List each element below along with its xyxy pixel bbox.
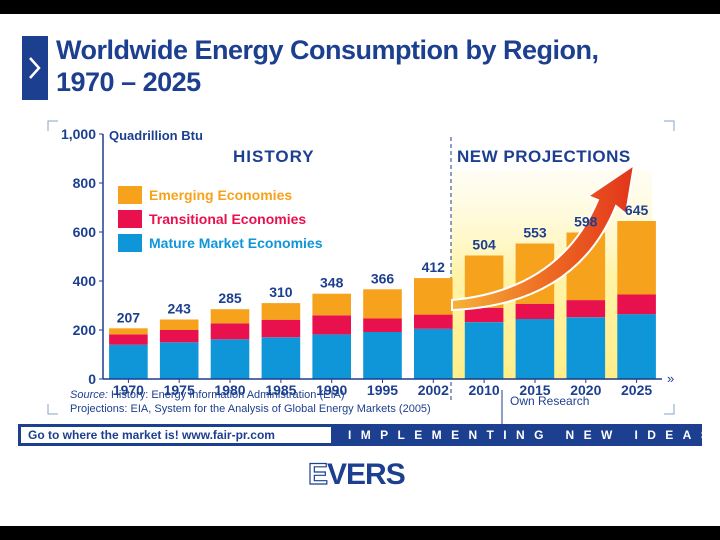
total-label: 310	[269, 284, 293, 300]
bar-segment	[159, 342, 199, 380]
x-tick-label: 2010	[469, 382, 500, 398]
bar-segment	[617, 314, 656, 379]
title-line-2: 1970 – 2025	[56, 67, 201, 97]
bar-segment	[464, 322, 504, 379]
footer-website[interactable]: Go to where the market is! www.fair-pr.c…	[21, 427, 331, 443]
y-tick-label: 400	[73, 273, 97, 289]
bar-segment	[210, 323, 250, 340]
bar-segment	[312, 334, 351, 379]
source-history: History: Energy Information Administrati…	[107, 389, 345, 401]
bar-segment	[617, 294, 656, 315]
bar-segment	[414, 278, 453, 315]
total-label: 207	[117, 309, 141, 325]
bar-segment	[109, 328, 148, 335]
bar-segment	[363, 318, 402, 332]
bar-segment	[261, 303, 301, 320]
source-projections: Projections: EIA, System for the Analysi…	[70, 403, 431, 415]
total-label: 412	[422, 259, 446, 275]
bar-segment	[261, 337, 301, 379]
y-axis-label: Quadrillion Btu	[109, 128, 203, 143]
title-marker	[22, 36, 48, 100]
bar-segment	[515, 319, 555, 379]
bar-segment	[566, 317, 606, 379]
bar-segment	[261, 319, 301, 338]
footer-slogan: IMPLEMENTING NEW IDEAS	[348, 428, 719, 442]
own-research-label: Own Research	[510, 394, 590, 408]
x-tick-label: 1970	[113, 382, 144, 398]
y-tick-label: 600	[73, 224, 97, 240]
corner-brackets	[47, 120, 675, 415]
legend-swatch	[118, 234, 142, 252]
page-title: Worldwide Energy Consumption by Region, …	[56, 34, 599, 98]
bar-segment	[159, 319, 199, 330]
bar-segment	[210, 339, 250, 379]
bar-segment	[566, 300, 606, 318]
bar-segment	[312, 315, 351, 335]
logo-e: E	[307, 457, 328, 491]
total-label: 598	[574, 214, 598, 230]
y-tick-label: 800	[73, 175, 97, 191]
total-label: 348	[320, 275, 344, 291]
legend-label: Emerging Economies	[149, 187, 292, 203]
x-tick-label: 1975	[164, 382, 195, 398]
axis-arrow-icon: »	[667, 371, 674, 386]
bar-segment	[464, 307, 504, 323]
source-note: Source: History: Energy Information Admi…	[70, 388, 431, 416]
bar-segment	[159, 330, 199, 343]
y-tick-label: 0	[88, 371, 96, 387]
total-label: 285	[218, 290, 242, 306]
legend-label: Transitional Economies	[149, 211, 306, 227]
chevron-right-icon	[29, 57, 41, 79]
bar-segment	[109, 334, 148, 345]
logo-rest: VERS	[327, 458, 406, 491]
y-tick-label: 200	[73, 322, 97, 338]
history-label: HISTORY	[233, 147, 315, 166]
x-tick-label: 1995	[367, 382, 398, 398]
legend-swatch	[118, 210, 142, 228]
total-label: 553	[523, 225, 547, 241]
x-tick-label: 1980	[214, 382, 245, 398]
bar-segment	[363, 289, 402, 319]
growth-arrow-icon	[451, 162, 636, 312]
y-tick-label: 1,000	[61, 126, 96, 142]
total-label: 366	[371, 270, 395, 286]
source-label: Source:	[70, 389, 108, 401]
x-tick-label: 2015	[519, 382, 550, 398]
x-tick-label: 2025	[621, 382, 652, 398]
bar-segment	[414, 328, 453, 379]
bar-segment	[210, 309, 250, 324]
legend-label: Mature Market Economies	[149, 235, 323, 251]
title-line-1: Worldwide Energy Consumption by Region,	[56, 35, 599, 65]
total-label: 645	[625, 202, 649, 218]
x-tick-label: 1985	[265, 382, 296, 398]
bar-segment	[109, 344, 148, 379]
x-tick-label: 1990	[316, 382, 347, 398]
bar-segment	[312, 293, 351, 316]
x-tick-label: 2020	[570, 382, 601, 398]
bar-segment	[515, 303, 555, 319]
evers-logo: EVERS	[307, 457, 406, 492]
bar-segment	[617, 221, 656, 295]
bar-segment	[414, 314, 453, 329]
bar-segment	[363, 332, 402, 379]
footer-bar: Go to where the market is! www.fair-pr.c…	[18, 424, 709, 446]
projection-label: NEW PROJECTIONS	[457, 147, 631, 166]
legend-swatch	[118, 186, 142, 204]
x-tick-label: 2002	[418, 382, 449, 398]
total-label: 243	[168, 301, 192, 317]
total-label: 504	[472, 237, 496, 253]
